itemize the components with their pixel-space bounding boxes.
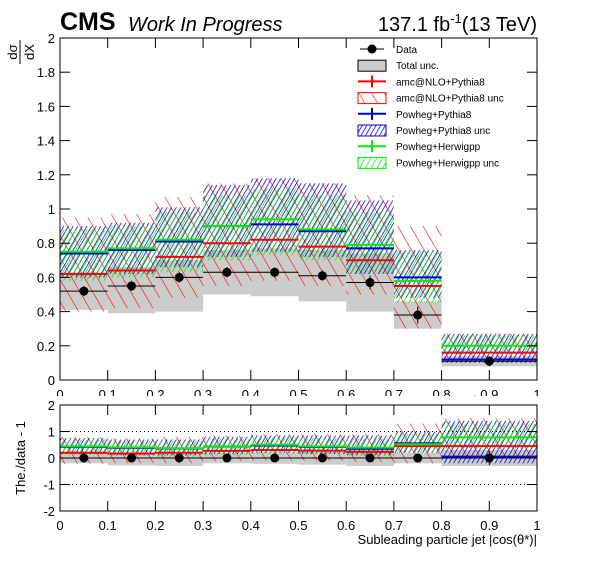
data-point	[127, 453, 137, 463]
uncertainty-band	[107, 226, 156, 278]
y-axis-title: The./data - 1	[13, 421, 28, 495]
data-point	[174, 453, 184, 463]
legend-label: Total unc.	[396, 61, 439, 72]
x-tick-label: 0.4	[242, 518, 260, 533]
legend-label: Data	[396, 45, 418, 56]
x-tick-label: 0.7	[385, 518, 403, 533]
legend-swatch	[357, 156, 387, 169]
legend-label: Powheg+Pythia8	[396, 110, 472, 121]
data-point	[484, 453, 494, 463]
y-tick-label: -1	[43, 478, 55, 493]
data-point	[270, 267, 280, 277]
data-point	[365, 453, 375, 463]
data-point	[413, 310, 423, 320]
legend-label: Powheg+Herwigpp	[396, 142, 481, 153]
legend-label: Powheg+Herwigpp unc	[396, 158, 499, 169]
x-tick-label: 0.6	[337, 518, 355, 533]
x-tick-label: 1	[533, 518, 540, 533]
y-tick-label: 0	[48, 373, 55, 388]
uncertainty-band	[203, 195, 251, 261]
y-axis-title-num: dσ	[5, 44, 20, 59]
data-point	[222, 267, 232, 277]
y-tick-label: 0.2	[37, 339, 55, 354]
lumi: 137.1 fb-1(13 TeV)	[378, 11, 537, 36]
uncertainty-band	[346, 212, 394, 274]
legend-swatch	[357, 59, 387, 72]
x-tick-label: 0.5	[289, 518, 307, 533]
experiment: CMS	[60, 8, 116, 36]
data-point	[222, 453, 232, 463]
data-point	[413, 453, 423, 463]
x-tick-label: 0	[56, 387, 63, 402]
x-tick-label: 0.2	[146, 518, 164, 533]
x-axis-title: Subleading particle jet |cos(θ*)|	[358, 532, 537, 547]
y-tick-label: 2	[48, 398, 55, 413]
y-tick-label: 1	[48, 202, 55, 217]
y-tick-label: 0.8	[37, 236, 55, 251]
data-point	[79, 453, 89, 463]
y-axis-title-den: dX	[22, 44, 37, 60]
data-point	[174, 272, 184, 282]
y-tick-label: 0.4	[37, 305, 55, 320]
data-point	[270, 453, 280, 463]
x-tick-label: 0.9	[480, 518, 498, 533]
y-tick-label: 0.6	[37, 270, 55, 285]
data-point	[317, 453, 327, 463]
y-tick-label: 1.2	[37, 168, 55, 183]
y-tick-label: -2	[43, 504, 55, 519]
uncertainty-band	[250, 188, 299, 256]
legend-label: amc@NLO+Pythia8	[396, 77, 485, 88]
status: Work In Progress	[128, 14, 282, 36]
data-point	[79, 286, 89, 296]
energy: (13 TeV)	[462, 14, 537, 36]
x-tick-label: 0.1	[99, 518, 117, 533]
y-tick-label: 2	[48, 31, 55, 46]
data-point	[127, 281, 137, 291]
y-tick-label: 1.8	[37, 65, 55, 80]
x-tick-label: 0.8	[433, 518, 451, 533]
legend-label: Powheg+Pythia8 unc	[396, 126, 490, 137]
y-tick-label: 1.4	[37, 134, 55, 149]
data-point	[484, 356, 494, 366]
uncertainty-band	[441, 423, 537, 449]
data-point	[365, 278, 375, 288]
legend-label: amc@NLO+Pythia8 unc	[396, 94, 504, 105]
x-tick-label: 1	[533, 387, 540, 402]
y-tick-label: 1	[48, 425, 55, 440]
y-tick-label: 0	[48, 451, 55, 466]
lumi-value: 137.1 fb	[378, 14, 450, 36]
x-tick-label: 0	[56, 518, 63, 533]
legend-swatch	[357, 124, 387, 137]
data-point	[317, 271, 327, 281]
x-tick-label: 0.3	[194, 518, 212, 533]
uncertainty-band	[298, 195, 347, 261]
legend-swatch	[357, 92, 387, 105]
lumi-exponent: -1	[450, 11, 462, 26]
uncertainty-band	[60, 229, 108, 281]
y-tick-label: 1.6	[37, 99, 55, 114]
